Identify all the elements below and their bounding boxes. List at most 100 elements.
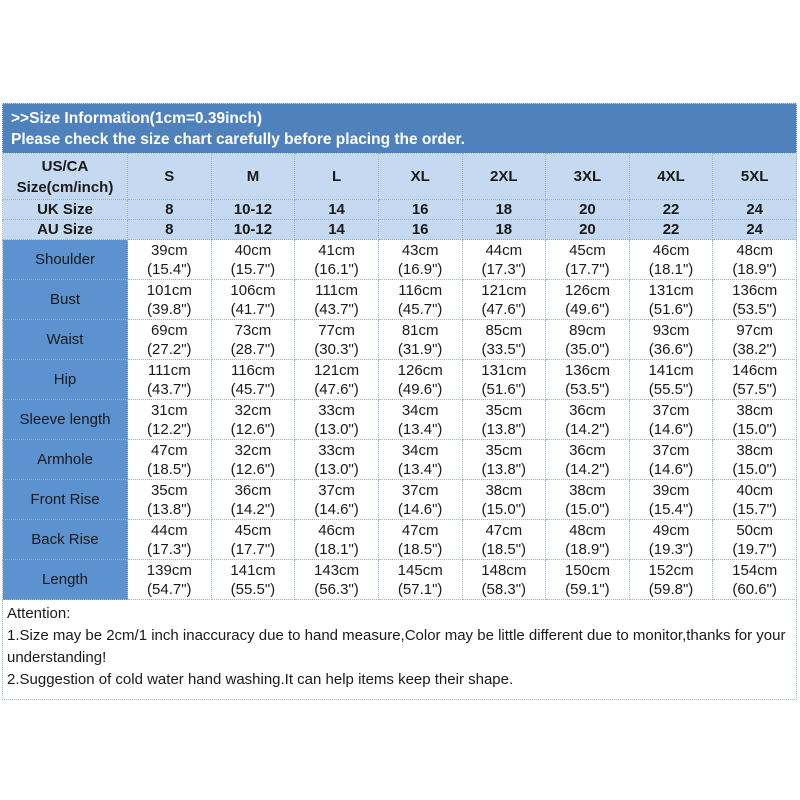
inch-value: (41.7") bbox=[230, 300, 276, 318]
inch-value: (54.7") bbox=[147, 580, 192, 598]
measurement-cell: 126cm (49.6") bbox=[377, 359, 463, 400]
row-label-armhole: Armhole bbox=[2, 439, 128, 480]
inch-value: (57.5") bbox=[732, 380, 777, 398]
uk-size-value-xl: 16 bbox=[377, 199, 463, 220]
measurement-cell: 48cm (18.9") bbox=[712, 239, 797, 280]
cm-value: 38cm bbox=[569, 481, 606, 499]
measurement-cell: 37cm (14.6") bbox=[628, 439, 714, 480]
cm-value: 131cm bbox=[481, 361, 527, 379]
cm-value: 36cm bbox=[234, 481, 272, 499]
measurement-cell: 33cm (13.0") bbox=[294, 439, 379, 480]
cm-value: 35cm bbox=[485, 401, 523, 419]
cm-value: 36cm bbox=[569, 401, 606, 419]
cm-value: 97cm bbox=[736, 321, 774, 339]
measurement-cell: 48cm (18.9") bbox=[545, 519, 630, 560]
measurement-row-waist: Waist 69cm (27.2") 73cm (28.7") 77cm (30.3") 81… bbox=[2, 319, 797, 360]
cm-value: 44cm bbox=[485, 241, 523, 259]
measurement-cell: 44cm (17.3") bbox=[461, 239, 547, 280]
cm-value: 35cm bbox=[150, 481, 188, 499]
cm-value: 150cm bbox=[564, 561, 610, 579]
measurement-cell: 36cm (14.2") bbox=[545, 399, 630, 440]
cm-value: 50cm bbox=[736, 521, 774, 539]
cm-value: 37cm bbox=[318, 481, 355, 499]
cm-value: 136cm bbox=[732, 281, 778, 299]
uk-size-value-2xl: 18 bbox=[461, 199, 547, 220]
cm-value: 111cm bbox=[147, 361, 191, 379]
inch-value: (35.0") bbox=[565, 340, 610, 358]
inch-value: (43.7") bbox=[147, 380, 192, 398]
measurement-cell: 47cm (18.5") bbox=[377, 519, 463, 560]
size-column-xl: XL bbox=[377, 153, 463, 200]
measurement-cell: 47cm (18.5") bbox=[127, 439, 212, 480]
size-table: US/CA Size(cm/inch) S M L XL 2XL 3XL 4XL 5XL UK… bbox=[2, 153, 797, 600]
au-size-value-4xl: 22 bbox=[628, 219, 714, 240]
size-column-5xl: 5XL bbox=[712, 153, 797, 200]
uk-size-row: UK Size 8 10-12 14 16 18 20 22 24 bbox=[2, 199, 797, 220]
attention-section: Attention: 1.Size may be 2cm/1 inch inac… bbox=[2, 600, 797, 700]
measurement-cell: 131cm (51.6") bbox=[628, 279, 714, 320]
measurement-row-shoulder: Shoulder 39cm (15.4") 40cm (15.7") 41cm (16.1"… bbox=[2, 239, 797, 280]
au-size-value-s: 8 bbox=[127, 219, 212, 240]
uk-size-value-s: 8 bbox=[127, 199, 212, 220]
inch-value: (13.8") bbox=[147, 500, 192, 518]
cm-value: 31cm bbox=[150, 401, 188, 419]
cm-value: 93cm bbox=[652, 321, 690, 339]
cm-value: 85cm bbox=[485, 321, 523, 339]
cm-value: 49cm bbox=[652, 521, 690, 539]
attention-note-1: 1.Size may be 2cm/1 inch inaccuracy due … bbox=[7, 627, 786, 666]
cm-value: 116cm bbox=[398, 281, 443, 299]
measurement-cell: 43cm (16.9") bbox=[377, 239, 463, 280]
cm-value: 36cm bbox=[569, 441, 606, 459]
uk-size-value-3xl: 20 bbox=[545, 199, 630, 220]
size-column-l: L bbox=[294, 153, 379, 200]
cm-value: 37cm bbox=[401, 481, 439, 499]
inch-value: (56.3") bbox=[314, 580, 359, 598]
uk-size-label: UK Size bbox=[2, 199, 128, 220]
inch-value: (12.2") bbox=[147, 420, 192, 438]
cm-value: 32cm bbox=[234, 401, 272, 419]
cm-value: 106cm bbox=[230, 281, 276, 299]
inch-value: (38.2") bbox=[732, 340, 777, 358]
measurement-cell: 85cm (33.5") bbox=[461, 319, 547, 360]
measurement-cell: 152cm (59.8") bbox=[628, 559, 714, 600]
size-column-3xl: 3XL bbox=[545, 153, 630, 200]
inch-value: (14.2") bbox=[565, 460, 610, 478]
inch-value: (12.6") bbox=[230, 460, 276, 478]
inch-value: (39.8") bbox=[147, 300, 192, 318]
inch-value: (18.1") bbox=[648, 260, 694, 278]
cm-value: 34cm bbox=[401, 401, 439, 419]
uk-size-value-4xl: 22 bbox=[628, 199, 714, 220]
cm-value: 39cm bbox=[652, 481, 690, 499]
inch-value: (17.3") bbox=[481, 260, 527, 278]
measurement-cell: 131cm (51.6") bbox=[461, 359, 547, 400]
cm-value: 47cm bbox=[485, 521, 523, 539]
measurement-cell: 69cm (27.2") bbox=[127, 319, 212, 360]
inch-value: (15.4") bbox=[648, 500, 694, 518]
cm-value: 33cm bbox=[318, 401, 355, 419]
inch-value: (14.6") bbox=[314, 500, 359, 518]
au-size-value-l: 14 bbox=[294, 219, 379, 240]
measurement-cell: 35cm (13.8") bbox=[461, 439, 547, 480]
inch-value: (12.6") bbox=[230, 420, 276, 438]
inch-value: (17.7") bbox=[230, 540, 276, 558]
cm-value: 37cm bbox=[652, 401, 690, 419]
measurement-cell: 143cm (56.3") bbox=[294, 559, 379, 600]
inch-value: (15.0") bbox=[481, 500, 527, 518]
measurement-cell: 93cm (36.6") bbox=[628, 319, 714, 360]
measurement-cell: 77cm (30.3") bbox=[294, 319, 379, 360]
cm-value: 131cm bbox=[648, 281, 694, 299]
cm-value: 143cm bbox=[314, 561, 360, 579]
measurement-cell: 126cm (49.6") bbox=[545, 279, 630, 320]
cm-value: 126cm bbox=[397, 361, 443, 379]
cm-value: 34cm bbox=[401, 441, 439, 459]
cm-value: 48cm bbox=[569, 521, 606, 539]
corner-header-line-1: US/CA bbox=[41, 157, 89, 175]
inch-value: (18.1") bbox=[314, 540, 359, 558]
au-size-value-5xl: 24 bbox=[712, 219, 797, 240]
measurement-cell: 37cm (14.6") bbox=[628, 399, 714, 440]
inch-value: (47.6") bbox=[481, 300, 527, 318]
measurement-cell: 49cm (19.3") bbox=[628, 519, 714, 560]
measurement-cell: 145cm (57.1") bbox=[377, 559, 463, 600]
uk-size-value-m: 10-12 bbox=[210, 199, 296, 220]
measurement-cell: 150cm (59.1") bbox=[545, 559, 630, 600]
